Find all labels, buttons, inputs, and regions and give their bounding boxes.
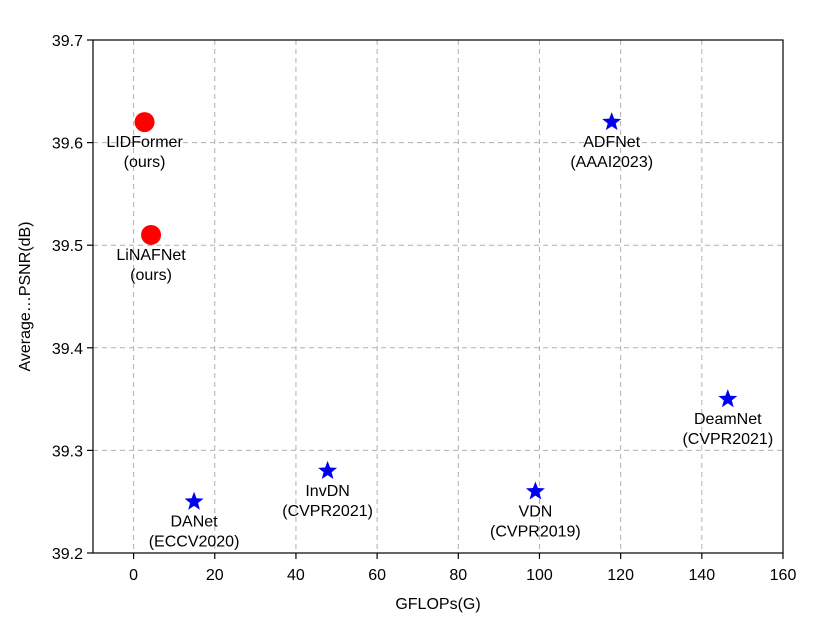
label-danet-name: DANet: [171, 514, 219, 531]
point-invdn: [318, 460, 338, 480]
x-tick-label: 160: [770, 567, 797, 584]
x-tick-label: 60: [368, 567, 386, 584]
x-tick-label: 0: [129, 567, 138, 584]
x-axis-label: GFLOPs(G): [395, 596, 480, 613]
label-deamnet-name: DeamNet: [694, 411, 762, 428]
axis-ticks: 0 20 40 60 80 100 120 140 160 39.2 39.3 39.4 39.5 39.…: [52, 33, 797, 584]
y-axis-label: Average…PSNR(dB): [17, 222, 34, 372]
point-danet: [184, 491, 204, 510]
label-adfnet-name: ADFNet: [583, 134, 640, 151]
plot-frame: [92, 39, 784, 554]
y-tick-label: 39.2: [52, 546, 83, 563]
y-tick-label: 39.4: [52, 341, 83, 358]
point-vdn: [525, 481, 545, 500]
point-adfnet: [602, 112, 622, 131]
label-linafnet-venue: (ours): [130, 267, 172, 284]
x-tick-label: 120: [607, 567, 634, 584]
label-vdn-name: VDN: [519, 503, 553, 520]
label-danet-venue: (ECCV2020): [149, 534, 240, 551]
label-vdn-venue: (CVPR2019): [490, 523, 581, 540]
x-tick-label: 20: [206, 567, 224, 584]
label-invdn-name: InvDN: [305, 483, 349, 500]
x-tick-label: 140: [688, 567, 715, 584]
grid-lines: [93, 39, 784, 554]
x-tick-label: 40: [287, 567, 305, 584]
label-linafnet-name: LiNAFNet: [116, 247, 186, 264]
label-adfnet-venue: (AAAI2023): [570, 154, 653, 171]
y-tick-label: 39.7: [52, 33, 83, 50]
label-lidformer-name: LIDFormer: [106, 134, 183, 151]
y-tick-label: 39.6: [52, 136, 83, 153]
label-deamnet-venue: (CVPR2021): [682, 431, 773, 448]
y-tick-label: 39.3: [52, 443, 83, 460]
y-tick-label: 39.5: [52, 238, 83, 255]
x-tick-label: 80: [449, 567, 467, 584]
label-invdn-venue: (CVPR2021): [282, 503, 373, 520]
x-tick-label: 100: [526, 567, 553, 584]
point-lidformer: [134, 112, 155, 133]
data-points: LIDFormer (ours) LiNAFNet (ours) ADFNet (AAAI…: [106, 112, 773, 551]
label-lidformer-venue: (ours): [124, 154, 166, 171]
point-linafnet: [141, 224, 162, 245]
point-deamnet: [718, 389, 738, 408]
